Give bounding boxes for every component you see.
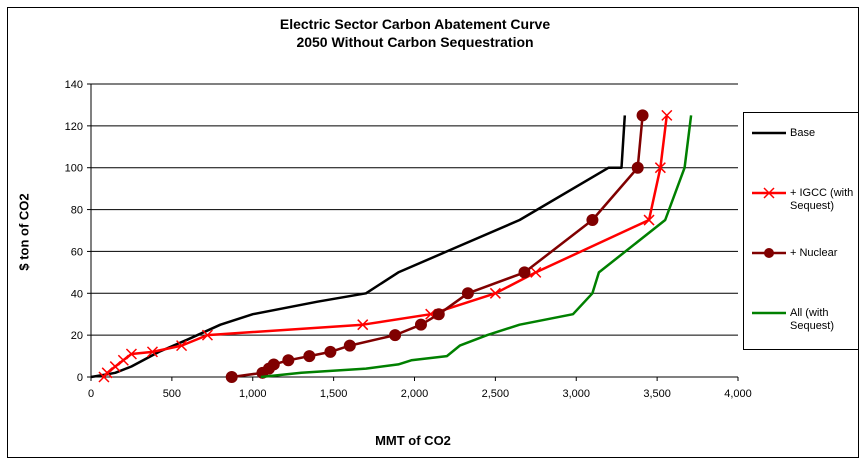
legend-swatch	[752, 248, 786, 258]
series-2	[225, 109, 649, 383]
data-point	[661, 109, 673, 121]
series-line	[231, 115, 644, 379]
series-1	[98, 109, 673, 383]
data-point	[146, 346, 158, 358]
data-point	[489, 287, 501, 299]
x-tick-label: 3,000	[562, 388, 590, 400]
data-point	[389, 329, 402, 342]
series-line	[90, 115, 627, 379]
y-tick-label: 20	[71, 330, 83, 342]
chart-title: Electric Sector Carbon Abatement Curve	[279, 16, 551, 32]
data-point	[518, 266, 531, 279]
data-point	[654, 162, 666, 174]
data-point	[643, 214, 655, 226]
legend-swatch	[752, 187, 786, 199]
y-tick-label: 0	[77, 372, 83, 384]
data-point	[461, 287, 474, 300]
data-point	[282, 354, 295, 367]
y-tick-label: 140	[65, 79, 83, 91]
data-point	[109, 361, 121, 373]
data-point	[101, 367, 113, 379]
x-tick-label: 2,000	[401, 388, 429, 400]
legend-label: Base	[790, 127, 816, 139]
y-tick-label: 60	[71, 246, 83, 258]
x-axis-label: MMT of CO2	[375, 433, 451, 448]
legend-marker	[763, 187, 775, 199]
legend-swatch	[752, 131, 786, 135]
y-tick-label: 80	[71, 205, 83, 217]
data-point	[201, 329, 213, 341]
x-tick-label: 1,500	[320, 388, 348, 400]
legend-item: Base	[750, 127, 860, 159]
data-point	[636, 109, 649, 122]
legend-label: + IGCC (with Sequest)	[790, 187, 854, 212]
data-point	[357, 319, 369, 331]
y-tick-label: 40	[71, 288, 83, 300]
chart-frame	[7, 7, 859, 458]
data-point	[176, 340, 188, 352]
series-line	[260, 115, 693, 379]
legend-label: + Nuclear	[790, 247, 838, 259]
legend-swatch	[752, 311, 786, 315]
data-point	[343, 339, 356, 352]
x-tick-label: 0	[88, 388, 94, 400]
chart-subtitle: 2050 Without Carbon Sequestration	[296, 34, 534, 50]
legend-marker	[764, 248, 774, 258]
data-point	[432, 308, 445, 321]
x-tick-label: 2,500	[482, 388, 510, 400]
data-point	[117, 354, 129, 366]
series-0	[90, 115, 627, 379]
legend-label: All (with Sequest)	[790, 307, 835, 332]
data-point	[530, 266, 542, 278]
data-point	[586, 214, 599, 227]
legend: Base + IGCC (with Sequest) + Nuclear All (w…	[743, 112, 859, 350]
x-tick-label: 4,000	[724, 388, 752, 400]
x-tick-label: 500	[163, 388, 181, 400]
legend-item: + Nuclear	[750, 247, 860, 279]
data-point	[631, 161, 644, 174]
data-point	[267, 358, 280, 371]
y-tick-label: 100	[65, 163, 83, 175]
series-3	[260, 115, 693, 379]
x-tick-label: 3,500	[643, 388, 671, 400]
data-point	[303, 350, 316, 363]
x-tick-label: 1,000	[239, 388, 267, 400]
legend-item: All (with Sequest)	[750, 307, 860, 339]
data-point	[125, 348, 137, 360]
data-point	[324, 345, 337, 358]
data-point	[225, 371, 238, 383]
data-point	[414, 318, 427, 331]
y-tick-label: 120	[65, 121, 83, 133]
legend-item: + IGCC (with Sequest)	[750, 187, 860, 219]
